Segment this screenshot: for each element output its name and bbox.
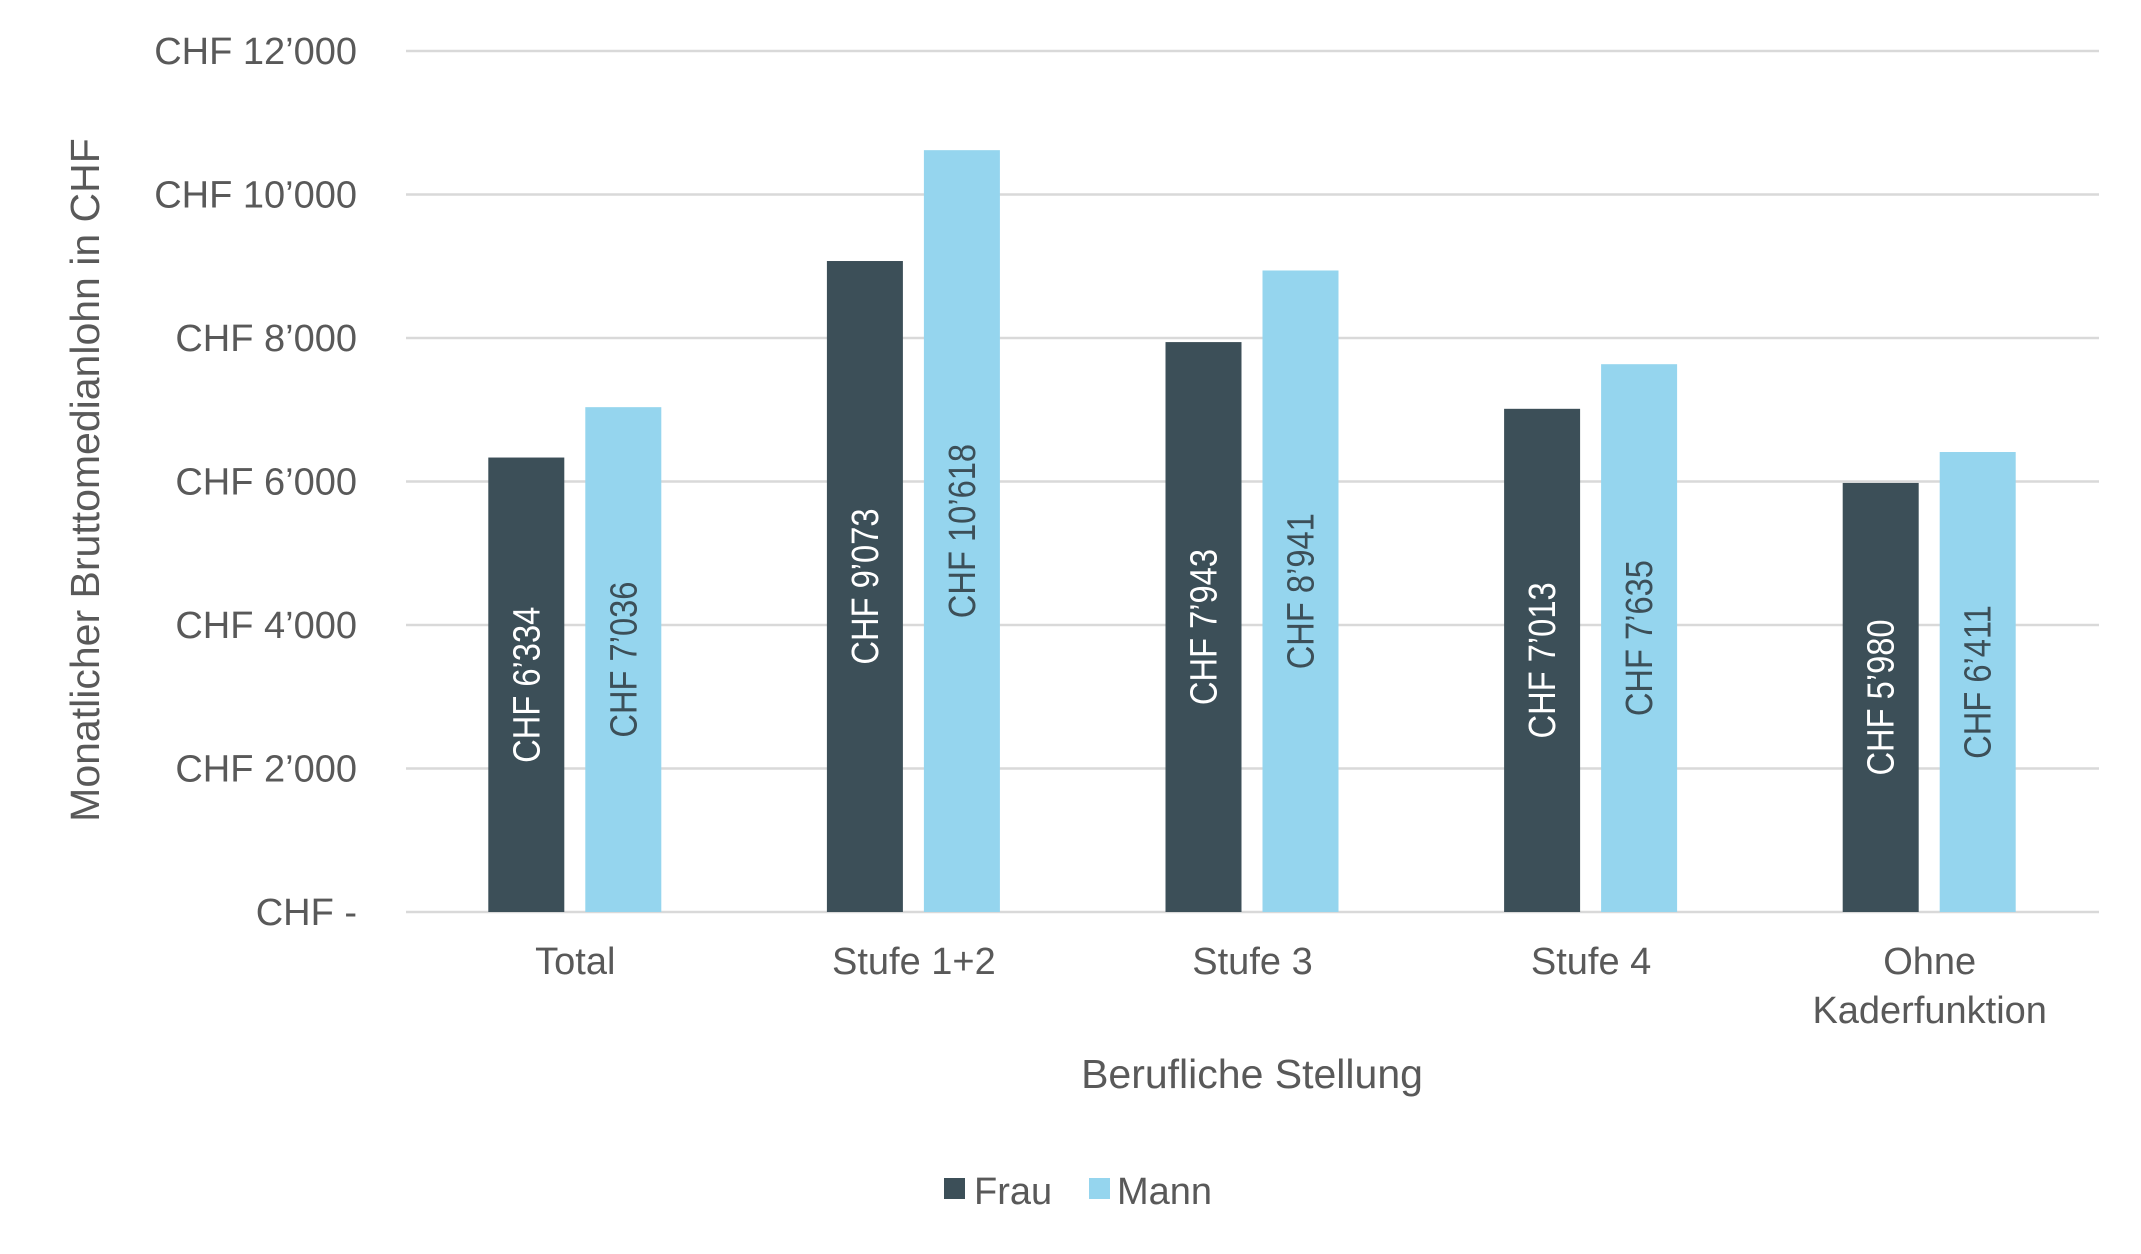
bar-mann	[585, 407, 662, 912]
y-tick-label: CHF 10’000	[154, 175, 357, 217]
data-label: CHF 7’943	[1182, 549, 1225, 705]
y-tick-label: CHF 4’000	[175, 605, 357, 647]
bar-frau	[1842, 482, 1919, 912]
gridlines	[406, 49, 2099, 914]
data-label: CHF 8’941	[1279, 513, 1322, 669]
data-label: CHF 10’618	[941, 444, 984, 618]
data-label: CHF 7’635	[1618, 560, 1661, 716]
data-label: CHF 6’411	[1956, 605, 1999, 759]
x-tick-label: Ohne	[1883, 941, 1976, 983]
y-tick-label: CHF 2’000	[175, 749, 357, 791]
data-label: CHF 6’334	[505, 607, 548, 763]
y-axis-ticks: CHF - CHF 2’000 CHF 4’000 CHF 6’000 CHF 8’00…	[154, 31, 357, 934]
data-label: CHF 7’013	[1521, 582, 1564, 738]
y-tick-label: CHF 12’000	[154, 31, 357, 73]
bar-mann	[923, 150, 1000, 912]
bar-mann	[1262, 270, 1339, 912]
x-tick-label: Stufe 1+2	[832, 941, 996, 983]
bar-frau	[488, 457, 565, 912]
bar-frau	[1165, 342, 1242, 913]
y-tick-label: CHF 6’000	[175, 462, 357, 504]
x-axis-ticks: Total Stufe 1+2 Stufe 3 Stufe 4 Ohne Kaderfun…	[535, 941, 2047, 1032]
legend-label: Mann	[1117, 1171, 1212, 1213]
y-tick-label: CHF -	[256, 892, 357, 934]
x-tick-label: Kaderfunktion	[1812, 990, 2047, 1032]
legend: Frau Mann	[944, 1171, 1212, 1213]
legend-swatch-frau	[944, 1178, 965, 1199]
bar-frau	[1504, 408, 1581, 912]
bar-frau	[826, 261, 903, 913]
bars: CHF 6’334 CHF 7’036 CHF 9’073 CHF 10’618 CHF…	[488, 150, 2016, 913]
x-axis-title: Berufliche Stellung	[1081, 1051, 1423, 1097]
data-label: CHF 7’036	[602, 582, 645, 738]
bar-mann	[1601, 364, 1678, 913]
data-label: CHF 9’073	[844, 508, 887, 664]
x-tick-label: Stufe 3	[1192, 941, 1312, 983]
x-tick-label: Total	[535, 941, 615, 983]
bar-mann	[1939, 452, 2016, 912]
x-tick-label: Stufe 4	[1531, 941, 1651, 983]
y-tick-label: CHF 8’000	[175, 318, 357, 360]
legend-label: Frau	[974, 1171, 1052, 1213]
y-axis-title: Monatlicher Bruttomedianlohn in CHF	[62, 138, 108, 822]
data-label: CHF 5’980	[1859, 619, 1902, 775]
legend-swatch-mann	[1089, 1178, 1110, 1199]
